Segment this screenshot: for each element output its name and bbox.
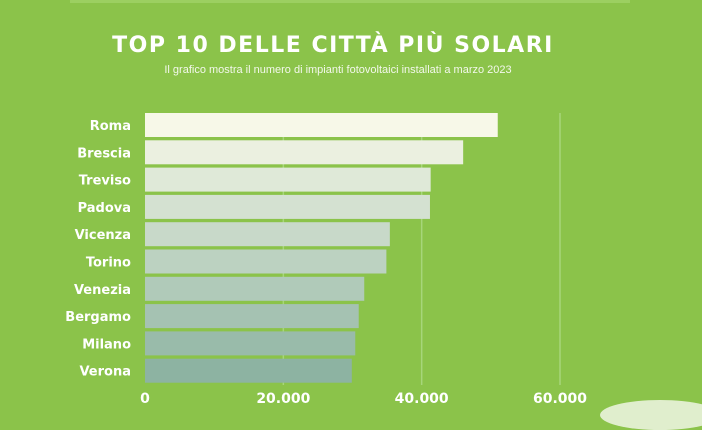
category-label-bergamo: Bergamo <box>65 310 131 325</box>
bar-verona <box>145 358 352 383</box>
category-label-vicenza: Vicenza <box>75 228 131 243</box>
category-label-verona: Verona <box>79 365 131 380</box>
category-label-padova: Padova <box>78 201 131 216</box>
category-label-treviso: Treviso <box>79 174 131 189</box>
bar-venezia <box>145 276 365 301</box>
decorative-shape <box>600 400 702 430</box>
category-label-roma: Roma <box>90 119 131 134</box>
bar-padova <box>145 194 430 219</box>
top-decoration-strip <box>70 0 630 3</box>
bar-milano <box>145 331 356 356</box>
x-tick-label-0: 0 <box>140 391 150 407</box>
category-label-venezia: Venezia <box>74 283 131 298</box>
bar-roma <box>145 113 498 137</box>
bar-chart: Roma Brescia Treviso Padova Vicenza Torino Ven… <box>65 113 587 407</box>
bar-torino <box>145 249 387 274</box>
x-tick-label-3: 60.000 <box>533 391 587 407</box>
bar-vicenza <box>145 222 390 247</box>
category-label-torino: Torino <box>86 256 131 271</box>
x-tick-label-2: 40.000 <box>395 391 449 407</box>
bar-bergamo <box>145 304 359 329</box>
category-label-milano: Milano <box>82 337 131 352</box>
chart-subtitle: Il grafico mostra il numero di impianti … <box>164 64 512 76</box>
bar-treviso <box>145 167 431 192</box>
bar-brescia <box>145 140 464 165</box>
x-tick-label-1: 20.000 <box>256 391 310 407</box>
chart-title: TOP 10 DELLE CITTÀ PIÙ SOLARI <box>112 33 554 58</box>
category-label-brescia: Brescia <box>77 146 131 161</box>
